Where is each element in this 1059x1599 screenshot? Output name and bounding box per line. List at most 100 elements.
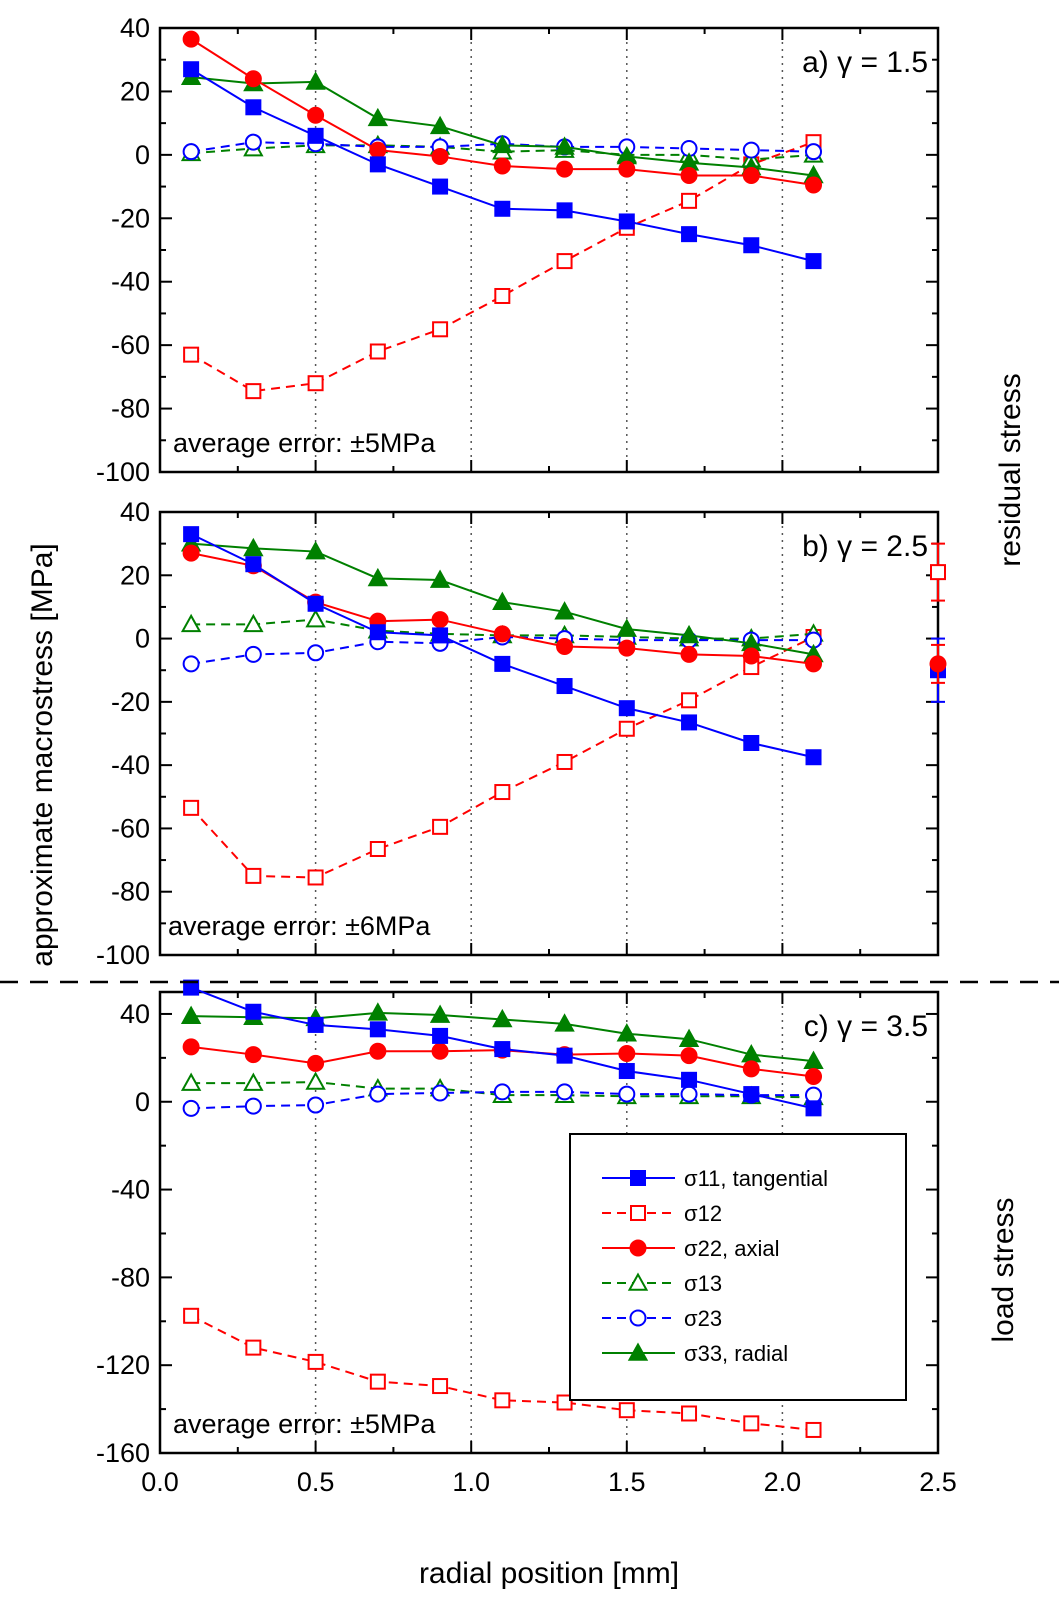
data-point-s12	[805, 1421, 822, 1438]
data-point-s12	[369, 840, 386, 857]
data-point-s12	[494, 1392, 511, 1409]
data-point-s11	[369, 624, 386, 641]
series-line-s12	[190, 636, 814, 879]
y-tick-label: -80	[111, 877, 150, 907]
data-point-s23	[680, 1085, 698, 1103]
data-point-s33	[180, 1005, 202, 1024]
legend-marker	[627, 1272, 649, 1291]
data-point-s33	[429, 115, 451, 135]
data-point-s33	[678, 1028, 700, 1047]
data-point-s12	[307, 375, 324, 392]
error-bar-point	[930, 564, 946, 581]
x-tick-label: 2.5	[919, 1467, 957, 1497]
data-point-s11	[556, 1047, 573, 1064]
data-point-s11	[183, 61, 200, 78]
data-point-s12	[743, 1415, 760, 1432]
data-point-s12	[369, 343, 386, 360]
data-point-s11	[245, 1003, 262, 1020]
legend-marker	[629, 1309, 647, 1327]
data-point-s11	[494, 655, 511, 672]
x-tick-label: 1.5	[608, 1467, 646, 1497]
data-point-s12	[681, 692, 698, 709]
data-point-s23	[244, 645, 262, 663]
data-point-s22	[182, 1038, 200, 1056]
y-tick-label: 20	[120, 560, 150, 590]
data-point-s11	[805, 1100, 822, 1117]
data-point-s23	[307, 1096, 325, 1114]
data-point-s11	[618, 1063, 635, 1080]
data-point-s33	[367, 1002, 389, 1021]
series-s11	[183, 979, 822, 1117]
data-point-s22	[680, 166, 698, 184]
data-point-s23	[742, 141, 760, 159]
data-point-s11	[183, 526, 200, 543]
data-point-s11	[743, 1086, 760, 1103]
data-point-s23	[244, 1097, 262, 1115]
legend-marker	[630, 1205, 646, 1221]
y-tick-label: -40	[111, 267, 150, 297]
data-point-s22	[618, 639, 636, 657]
data-point-s11	[743, 237, 760, 254]
data-point-s33	[803, 1050, 824, 1069]
y-tick-label: -100	[96, 457, 150, 487]
data-point-s11	[369, 156, 386, 173]
data-point-s33	[367, 567, 389, 587]
legend-entry-s33: σ33, radial	[602, 1341, 788, 1366]
data-point-s33	[492, 1008, 513, 1028]
data-point-s12	[494, 784, 511, 801]
data-point-s33	[492, 134, 513, 154]
data-point-s12	[556, 1394, 573, 1411]
y-tick-label: -40	[111, 750, 150, 780]
series-s12	[183, 1307, 822, 1438]
data-point-s23	[182, 1099, 200, 1117]
legend-label: σ11, tangential	[684, 1166, 828, 1191]
y-tick-label: -60	[111, 813, 150, 843]
legend-label: σ23	[684, 1306, 722, 1331]
x-tick-label: 0.0	[141, 1467, 179, 1497]
data-point-s11	[307, 127, 324, 144]
error-bar-s12	[930, 542, 946, 602]
data-point-s12	[245, 1339, 262, 1356]
data-point-s23	[244, 133, 262, 151]
data-point-s22	[742, 166, 760, 184]
data-point-s12	[307, 1353, 324, 1370]
y-tick-label: -40	[111, 1175, 150, 1205]
data-point-s22	[742, 647, 760, 665]
data-point-s13	[180, 1072, 202, 1091]
data-point-s23	[431, 1084, 449, 1102]
legend-marker	[630, 1170, 646, 1186]
series-line-s12	[190, 1314, 814, 1431]
x-tick-label: 2.0	[764, 1467, 802, 1497]
panel-title: b) γ = 2.5	[802, 530, 928, 563]
data-point-s11	[681, 1071, 698, 1088]
panel-b: -100 -80 -60 -40 -20 0 20 40 b) γ = 2.5 average e…	[96, 497, 947, 970]
data-point-s23	[556, 1083, 574, 1101]
data-point-s22	[618, 1044, 636, 1062]
data-point-s22	[556, 637, 574, 655]
data-point-s12	[307, 869, 324, 886]
error-bar-s22	[929, 643, 947, 684]
data-point-s11	[432, 178, 449, 195]
y-tick-label: 0	[135, 624, 150, 654]
data-point-s13	[243, 1072, 264, 1091]
y-tick-label: 20	[120, 76, 150, 106]
data-point-s22	[307, 1054, 325, 1072]
data-point-s22	[556, 160, 574, 178]
data-point-s23	[182, 655, 200, 673]
y-tick-label: 0	[135, 1087, 150, 1117]
data-point-s12	[432, 321, 449, 338]
data-point-s11	[681, 714, 698, 731]
data-point-s22	[431, 611, 449, 629]
data-point-s11	[432, 627, 449, 644]
data-point-s33	[429, 1004, 451, 1023]
data-point-s11	[307, 1016, 324, 1033]
series-line-s12	[190, 141, 814, 393]
y-tick-label: -100	[96, 940, 150, 970]
data-point-s12	[556, 753, 573, 770]
data-point-s22	[805, 655, 823, 673]
average-error-note: average error: ±5MPa	[173, 428, 436, 458]
legend-label: σ22, axial	[684, 1236, 780, 1261]
legend-entry-s22: σ22, axial	[602, 1236, 780, 1261]
data-point-s22	[244, 1046, 262, 1064]
data-point-s11	[681, 226, 698, 243]
